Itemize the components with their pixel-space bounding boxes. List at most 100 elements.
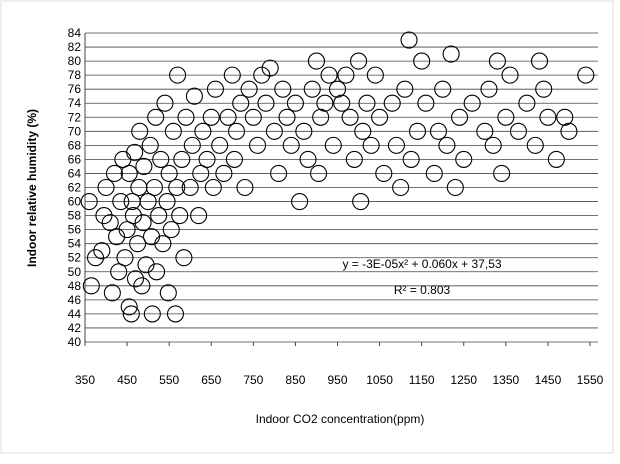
point: [455, 150, 473, 168]
point: [493, 164, 511, 183]
point: [120, 298, 138, 316]
point: [133, 277, 151, 295]
point: [383, 94, 401, 112]
point: [192, 164, 210, 183]
equation: y = -3E-05x² + 0.060x + 37,53: [342, 257, 501, 271]
point: [295, 122, 313, 140]
point: [358, 94, 376, 112]
point: [145, 178, 163, 197]
point: [244, 108, 262, 126]
point: [175, 249, 193, 267]
x-axis-title: Indoor CO2 concentration(ppm): [256, 412, 425, 426]
y-tick-label: 68: [68, 138, 82, 152]
point: [198, 150, 216, 168]
point: [156, 94, 174, 112]
point: [173, 150, 191, 168]
y-tick-label: 72: [68, 110, 82, 124]
point: [310, 164, 328, 183]
point: [501, 66, 519, 84]
point: [223, 66, 241, 84]
y-tick-label: 80: [68, 54, 82, 68]
point: [236, 178, 254, 197]
point: [150, 207, 168, 225]
point: [488, 52, 506, 70]
point: [160, 164, 178, 183]
point: [137, 256, 155, 274]
point: [286, 94, 304, 112]
point: [345, 150, 363, 168]
point: [320, 66, 338, 84]
point: [282, 136, 300, 154]
point: [204, 178, 222, 197]
point: [270, 164, 288, 183]
point: [185, 87, 203, 105]
x-tick-label: 350: [75, 373, 95, 387]
point: [135, 157, 153, 175]
x-tick-label: 1050: [366, 373, 393, 387]
point: [400, 31, 418, 49]
point: [530, 52, 549, 70]
y-tick-label: 70: [68, 124, 82, 138]
points: [80, 31, 595, 323]
x-tick-label: 550: [159, 373, 179, 387]
point: [152, 150, 170, 168]
y-tick-label: 78: [68, 68, 82, 82]
point: [274, 80, 292, 98]
point: [257, 94, 275, 112]
y-tick-label: 76: [68, 82, 82, 96]
y-tick-label: 58: [68, 209, 82, 223]
point: [232, 94, 250, 112]
point: [396, 80, 414, 98]
y-tick-label: 44: [68, 307, 82, 321]
point: [158, 192, 176, 211]
point: [159, 284, 177, 302]
point: [219, 108, 237, 126]
point: [169, 66, 187, 84]
point: [429, 122, 448, 140]
point: [97, 178, 115, 197]
point: [316, 94, 334, 112]
point: [95, 207, 113, 225]
point: [112, 192, 130, 211]
point: [480, 80, 498, 98]
point: [86, 249, 105, 267]
point: [328, 80, 347, 98]
point: [375, 164, 393, 183]
y-axis-title: Indoor relative humidity (%): [25, 109, 39, 267]
point: [556, 108, 574, 126]
x-tick-label: 650: [201, 373, 221, 387]
point: [539, 108, 557, 126]
point: [402, 150, 420, 168]
point: [126, 143, 144, 161]
point: [122, 305, 140, 323]
point: [265, 122, 283, 140]
point: [366, 66, 384, 84]
point: [206, 80, 225, 98]
x-tick-label: 1350: [492, 373, 519, 387]
point: [352, 192, 370, 211]
y-tick-label: 82: [68, 40, 82, 54]
point: [303, 80, 321, 98]
x-tick-label: 1450: [535, 373, 562, 387]
point: [129, 235, 147, 253]
point: [211, 136, 229, 154]
point: [526, 136, 544, 154]
point: [413, 52, 431, 70]
point: [577, 66, 595, 84]
point: [134, 214, 152, 232]
point: [93, 242, 111, 260]
point: [124, 207, 142, 225]
point: [261, 59, 279, 77]
point: [143, 305, 161, 323]
r-squared: R² = 0.803: [394, 283, 451, 297]
point: [509, 122, 528, 140]
y-tick-label: 84: [68, 26, 82, 40]
point: [387, 136, 405, 154]
point: [110, 263, 128, 281]
point: [82, 277, 100, 295]
point: [307, 52, 326, 70]
y-tick-label: 56: [68, 223, 82, 237]
point: [183, 136, 201, 154]
point: [518, 94, 536, 112]
y-tick-label: 54: [68, 237, 82, 251]
